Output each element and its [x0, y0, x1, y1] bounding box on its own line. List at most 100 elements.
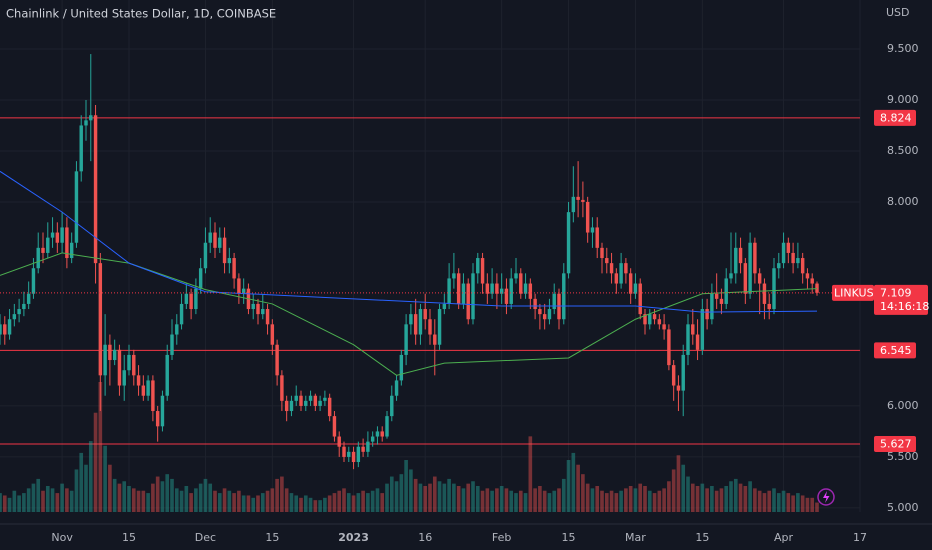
countdown-label: 14:16:18 — [880, 300, 929, 313]
volume-bar — [509, 490, 514, 512]
candle-body — [327, 397, 332, 417]
candle-body — [437, 309, 442, 345]
volume-bar — [299, 497, 303, 512]
alert-icon[interactable] — [817, 488, 835, 506]
candle-body — [767, 303, 771, 310]
volume-bar — [748, 481, 752, 512]
volume-bar — [160, 481, 165, 512]
x-tick-label: 16 — [418, 531, 432, 544]
candle-body — [562, 273, 566, 320]
volume-bar — [791, 495, 795, 512]
volume-bar — [724, 486, 729, 512]
candle-body — [270, 324, 275, 345]
candle-body — [31, 268, 36, 294]
candle-body — [485, 283, 490, 294]
volume-bar — [184, 486, 189, 512]
candle-body — [0, 324, 2, 335]
volume-bar — [222, 488, 227, 512]
candle-body — [504, 288, 509, 304]
candle-body — [218, 237, 222, 248]
volume-bar — [36, 478, 41, 512]
last-price-label: 7.109 — [880, 286, 912, 299]
candle-body — [633, 283, 638, 294]
candle-body — [576, 196, 580, 200]
volume-bar — [552, 490, 557, 512]
candle-body — [203, 242, 208, 269]
volume-bar — [733, 478, 738, 512]
volume-bar — [409, 469, 413, 512]
volume-bar — [800, 495, 805, 512]
volume-bar — [628, 486, 633, 512]
alert-bolt — [823, 491, 830, 503]
volume-bar — [98, 382, 103, 512]
candle-body — [523, 283, 528, 294]
candle-body — [155, 411, 160, 427]
volume-bar — [313, 500, 318, 512]
candle-body — [103, 344, 107, 376]
volume-bar — [60, 483, 64, 512]
volume-bar — [480, 490, 485, 512]
candle-body — [442, 303, 447, 310]
candle-body — [304, 400, 308, 406]
candle-body — [648, 314, 652, 325]
symbol-badge — [832, 284, 874, 301]
candle-body — [542, 314, 547, 320]
volume-bar — [638, 483, 643, 512]
volume-bar — [260, 493, 265, 512]
volume-bar — [394, 481, 399, 512]
candle-body — [466, 283, 470, 320]
volume-bar — [45, 486, 50, 512]
candle-body — [533, 298, 537, 310]
volume-bar — [538, 486, 542, 512]
volume-bar — [141, 490, 146, 512]
candle-body — [805, 273, 810, 279]
candle-body — [36, 247, 40, 269]
candle-body — [69, 242, 74, 259]
candle-body — [528, 283, 533, 299]
volume-bar — [442, 483, 447, 512]
volume-bar — [700, 483, 705, 512]
level-badge — [874, 435, 916, 452]
y-tick-label: 5.500 — [887, 450, 919, 463]
candle-body — [60, 227, 64, 243]
candle-body — [394, 380, 399, 396]
volume-bar — [662, 488, 666, 512]
candle-body — [605, 258, 609, 264]
volume-bar — [413, 478, 418, 512]
volume-bar — [576, 464, 580, 512]
candle-body — [753, 242, 757, 274]
y-tick-label: 9.500 — [887, 42, 919, 55]
candle-body — [213, 232, 217, 248]
candle-body — [595, 227, 599, 248]
candle-body — [308, 395, 313, 401]
candle-body — [456, 273, 461, 304]
candle-body — [815, 283, 819, 293]
candle-body — [370, 436, 375, 442]
volume-bar — [590, 488, 595, 512]
candle-body — [122, 370, 126, 386]
candle-body — [705, 309, 709, 320]
volume-bar — [93, 412, 98, 512]
candle-body — [141, 385, 146, 396]
candle-body — [46, 237, 50, 253]
candle-body — [332, 416, 337, 437]
volume-bar — [762, 493, 767, 512]
candle-body — [256, 303, 260, 315]
x-tick-label: 15 — [122, 531, 136, 544]
candle-body — [671, 365, 676, 386]
candle-body — [552, 293, 556, 310]
candle-body — [160, 395, 165, 427]
candle-body — [132, 354, 136, 376]
volume-bar — [533, 488, 537, 512]
volume-bar — [389, 476, 394, 512]
candle-body — [89, 115, 93, 121]
candle-body — [657, 319, 662, 325]
candle-body — [3, 324, 7, 335]
volume-bar — [323, 497, 327, 512]
volume-bar — [456, 486, 461, 512]
volume-bar — [776, 493, 781, 512]
candle-body — [686, 324, 690, 355]
volume-bar — [585, 483, 590, 512]
candle-body — [165, 354, 169, 396]
volume-bar — [131, 488, 136, 512]
